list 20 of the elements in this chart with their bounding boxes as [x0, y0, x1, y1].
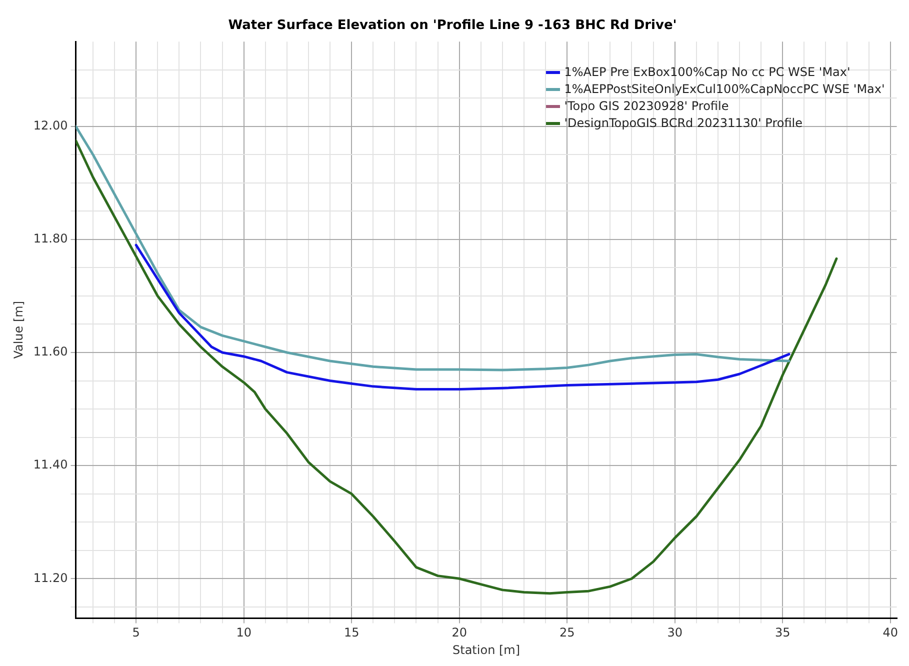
- legend-label: 1%AEPPostSiteOnlyExCul100%CapNoccPC WSE 'Max': [564, 80, 885, 98]
- x-tick-label: 35: [774, 626, 790, 640]
- y-tick-label: 11.20: [33, 570, 68, 585]
- chart-title: Water Surface Elevation on 'Profile Line 9 -163 BHC Rd Drive': [228, 18, 677, 34]
- legend-label: 'DesignTopoGIS BCRd 20231130' Profile: [564, 114, 802, 132]
- y-axis-title: Value [m]: [11, 300, 26, 359]
- y-tick-label: 11.40: [33, 458, 68, 472]
- x-tick-label: 5: [132, 626, 140, 640]
- x-tick-label: 30: [667, 626, 682, 640]
- x-tick-label: 15: [344, 626, 360, 640]
- x-tick-label: 10: [236, 626, 252, 640]
- x-tick-label: 20: [452, 626, 467, 640]
- x-tick-label: 40: [882, 626, 898, 640]
- y-tick-label: 11.60: [33, 344, 68, 359]
- legend-label: 'Topo GIS 20230928' Profile: [564, 98, 729, 115]
- legend-label: 1%AEP Pre ExBox100%Cap No cc PC WSE 'Max': [564, 64, 850, 81]
- x-axis-title: Station [m]: [452, 642, 520, 657]
- y-tick-label: 12.00: [33, 118, 68, 133]
- y-tick-label: 11.80: [33, 232, 68, 246]
- x-tick-label: 25: [559, 626, 575, 640]
